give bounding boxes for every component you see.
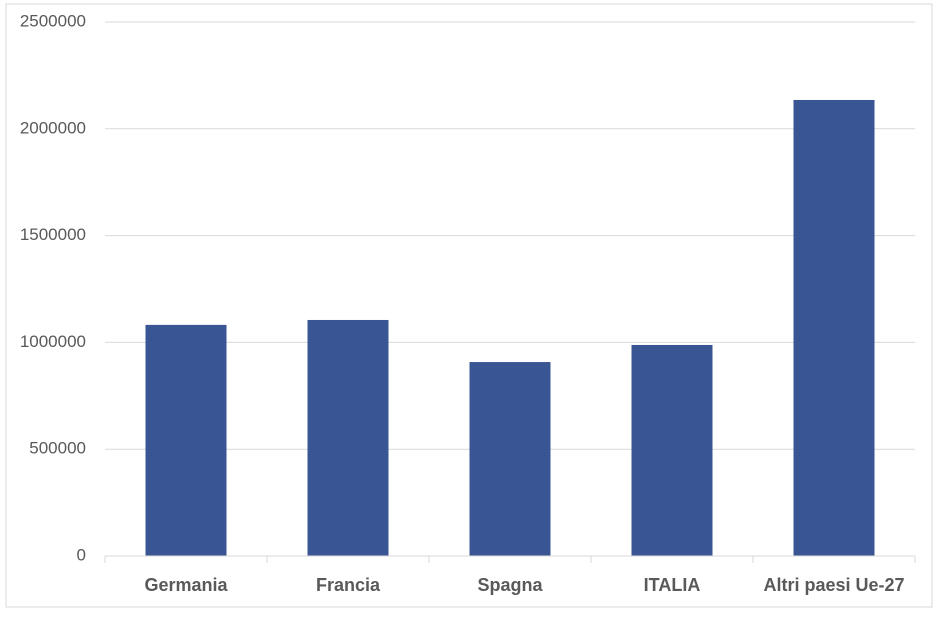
x-tick-label: Spagna — [477, 575, 543, 595]
y-tick-label: 1500000 — [20, 225, 86, 244]
chart-border — [5, 3, 933, 608]
y-tick-label: 1000000 — [20, 332, 86, 351]
bar — [145, 324, 227, 556]
x-tick-label: Francia — [316, 575, 381, 595]
x-tick-label: Germania — [144, 575, 228, 595]
x-tick-label: Altri paesi Ue-27 — [763, 575, 904, 595]
bar — [631, 344, 713, 556]
bar — [307, 319, 389, 556]
y-tick-label: 2500000 — [20, 11, 86, 30]
y-tick-label: 0 — [77, 545, 86, 564]
x-tick-label: ITALIA — [644, 575, 701, 595]
y-tick-label: 2000000 — [20, 118, 86, 137]
bar — [469, 362, 551, 556]
bar — [793, 99, 875, 557]
y-tick-label: 500000 — [29, 439, 86, 458]
